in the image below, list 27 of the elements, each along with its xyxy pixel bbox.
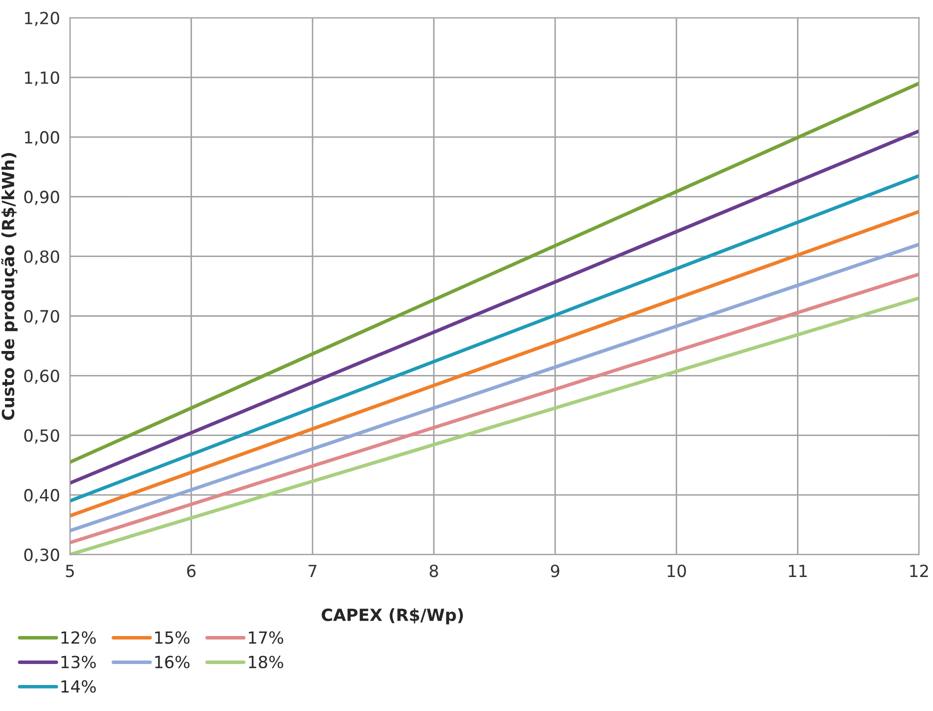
x-tick-label: 8	[430, 564, 438, 578]
x-tick-label: 9	[550, 564, 560, 578]
legend-label: 16%	[155, 656, 190, 668]
legend-label: 17%	[248, 631, 284, 644]
legend-label: 13%	[61, 656, 96, 668]
x-tick-label: 6	[187, 564, 196, 578]
y-tick-label: 1,00	[24, 131, 60, 146]
legend-label: 15%	[155, 631, 190, 644]
y-tick-label: 1,10	[24, 71, 60, 86]
x-axis-title: CAPEX (R$/Wp)	[322, 608, 463, 624]
y-tick-label: 1,20	[24, 12, 60, 26]
x-tick-label: 12	[910, 564, 928, 577]
legend-label: 12%	[61, 631, 96, 644]
legend-label: 14%	[61, 680, 96, 693]
y-tick-label: 0,70	[24, 310, 60, 324]
y-tick-label: 0,90	[24, 190, 60, 205]
y-tick-label: 0,60	[24, 370, 60, 384]
y-tick-label: 0,80	[24, 250, 60, 265]
x-tick-label: 10	[668, 564, 686, 578]
y-tick-label: 0,40	[24, 488, 60, 504]
y-tick-label: 0,30	[24, 548, 60, 563]
x-tick-label: 7	[308, 564, 316, 577]
legend-label: 18%	[248, 656, 284, 668]
y-axis-title: Custo de produção (R$/kWh)	[1, 153, 18, 420]
x-tick-label: 5	[66, 564, 74, 578]
y-tick-label: 0,50	[24, 429, 60, 444]
x-tick-label: 11	[788, 564, 807, 577]
